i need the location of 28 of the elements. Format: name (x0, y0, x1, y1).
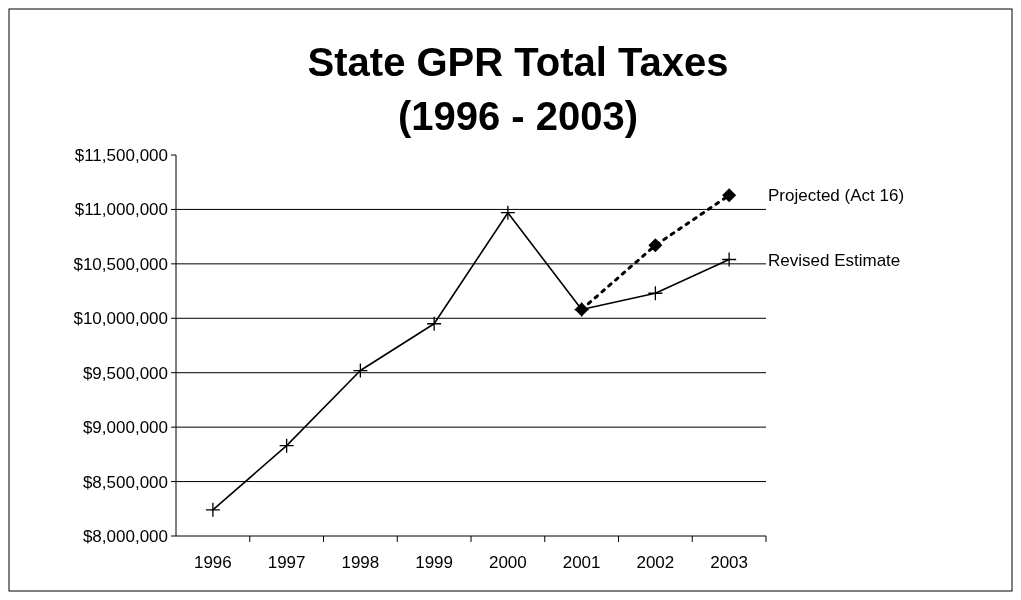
chart-title: State GPR Total Taxes (1996 - 2003) (307, 40, 729, 138)
point (205, 502, 221, 518)
x-tick-label: 2000 (488, 553, 527, 572)
x-tick-label: 2002 (636, 553, 675, 572)
y-tick-label: $11,000,000 (74, 200, 168, 220)
y-tick-label: $11,500,000 (74, 146, 168, 165)
y-tick-label: $10,000,000 (73, 309, 168, 329)
point (722, 188, 737, 203)
series-label: Projected (Act 16) (768, 186, 905, 206)
point (278, 438, 295, 454)
y-tick-label: $9,000,000 (82, 418, 168, 438)
point (500, 205, 516, 221)
y-tick-label: $9,500,000 (82, 363, 168, 383)
x-tick-label: 2003 (710, 553, 749, 572)
x-tick-label: 1997 (267, 553, 306, 572)
y-tick-label: $10,500,000 (73, 254, 168, 274)
point (647, 285, 664, 301)
x-tick-label: 1998 (341, 553, 380, 572)
point (426, 316, 442, 332)
point (648, 238, 663, 253)
point (721, 251, 737, 268)
x-tick-label: 1999 (415, 553, 454, 572)
series-label: Revised Estimate (768, 250, 901, 270)
point (352, 362, 369, 379)
y-tick-label: $8,000,000 (82, 527, 168, 546)
y-tick-label: $8,500,000 (82, 472, 168, 492)
x-tick-label: 1996 (193, 553, 232, 572)
x-tick-label: 2001 (562, 553, 601, 572)
